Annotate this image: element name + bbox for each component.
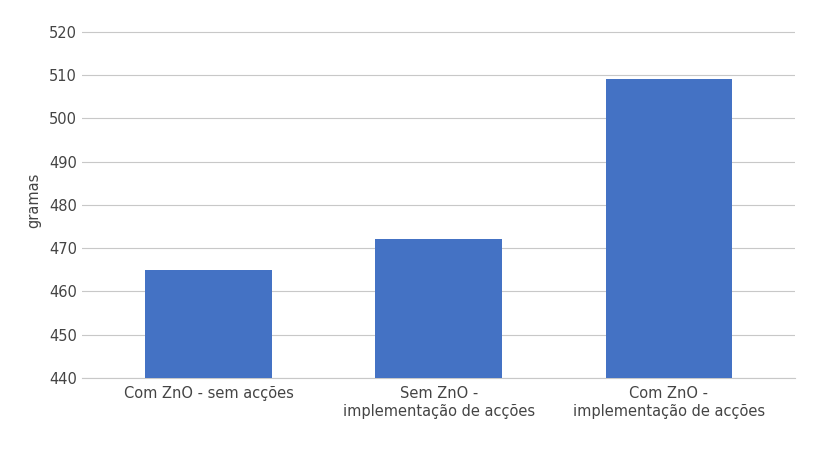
Bar [145, 270, 272, 461]
Bar [375, 240, 501, 461]
Y-axis label: gramas: gramas [25, 173, 41, 228]
Bar [604, 79, 731, 461]
